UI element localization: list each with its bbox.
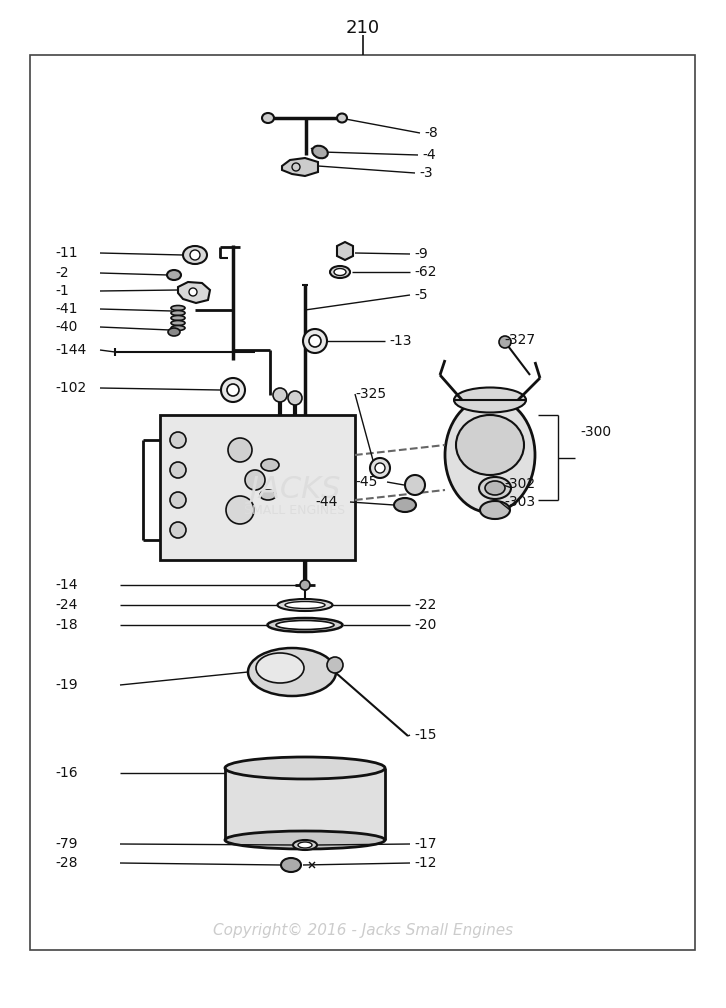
Ellipse shape [171, 326, 185, 331]
Ellipse shape [171, 305, 185, 310]
Text: -12: -12 [414, 856, 436, 870]
Ellipse shape [260, 490, 276, 500]
Circle shape [170, 492, 186, 508]
Ellipse shape [168, 328, 180, 336]
Ellipse shape [225, 757, 385, 779]
Circle shape [228, 438, 252, 462]
Text: -19: -19 [55, 678, 78, 692]
Polygon shape [282, 158, 318, 176]
Circle shape [189, 288, 197, 296]
Ellipse shape [276, 621, 334, 630]
Circle shape [499, 336, 511, 348]
Circle shape [370, 458, 390, 478]
Text: -327: -327 [504, 333, 535, 347]
Circle shape [245, 470, 265, 490]
Text: -144: -144 [55, 343, 86, 357]
Text: -2: -2 [55, 266, 69, 280]
Text: -8: -8 [424, 126, 438, 140]
Ellipse shape [330, 266, 350, 278]
Text: -14: -14 [55, 578, 78, 592]
Circle shape [170, 522, 186, 538]
Text: -79: -79 [55, 837, 78, 851]
Ellipse shape [277, 599, 333, 611]
Ellipse shape [183, 246, 207, 264]
Ellipse shape [454, 387, 526, 412]
Ellipse shape [225, 831, 385, 849]
Circle shape [170, 462, 186, 478]
Ellipse shape [312, 146, 328, 158]
Ellipse shape [394, 498, 416, 512]
Bar [30, 55, 695, 950]
Text: -44: -44 [315, 495, 338, 509]
Ellipse shape [293, 840, 317, 850]
Text: -5: -5 [414, 288, 428, 302]
Ellipse shape [285, 602, 325, 609]
Text: -24: -24 [55, 598, 78, 612]
Bar [160, 415, 355, 560]
Ellipse shape [261, 459, 279, 471]
Text: -13: -13 [389, 334, 412, 348]
Text: -3: -3 [419, 166, 433, 180]
Ellipse shape [267, 618, 343, 632]
Bar [225, 768, 385, 840]
Text: -102: -102 [55, 381, 86, 395]
Text: -303: -303 [504, 495, 535, 509]
Text: -11: -11 [55, 246, 78, 260]
Circle shape [303, 329, 327, 353]
Text: Copyright© 2016 - Jacks Small Engines: Copyright© 2016 - Jacks Small Engines [213, 922, 513, 937]
Text: -302: -302 [504, 477, 535, 491]
Ellipse shape [171, 321, 185, 326]
Text: -18: -18 [55, 618, 78, 632]
Circle shape [190, 250, 200, 260]
Circle shape [170, 432, 186, 448]
Text: -28: -28 [55, 856, 78, 870]
Ellipse shape [480, 501, 510, 519]
Text: -16: -16 [55, 766, 78, 780]
Ellipse shape [479, 477, 511, 499]
Ellipse shape [298, 842, 312, 848]
Text: -62: -62 [414, 265, 436, 279]
Ellipse shape [456, 415, 524, 475]
Text: -17: -17 [414, 837, 436, 851]
Text: -20: -20 [414, 618, 436, 632]
Circle shape [227, 384, 239, 396]
Ellipse shape [248, 648, 336, 696]
Circle shape [273, 388, 287, 402]
Circle shape [300, 580, 310, 590]
Circle shape [292, 163, 300, 171]
Text: -300: -300 [580, 425, 611, 439]
Polygon shape [337, 242, 353, 260]
Text: -41: -41 [55, 302, 78, 316]
Text: -40: -40 [55, 320, 78, 334]
Ellipse shape [262, 113, 274, 123]
Text: -9: -9 [414, 247, 428, 261]
Circle shape [405, 475, 425, 495]
Text: SMALL ENGINES: SMALL ENGINES [245, 504, 346, 516]
Polygon shape [178, 282, 210, 303]
Text: -325: -325 [355, 387, 386, 401]
Text: -1: -1 [55, 284, 69, 298]
Text: -15: -15 [414, 728, 436, 742]
Ellipse shape [485, 481, 505, 495]
Text: -4: -4 [422, 148, 436, 162]
Circle shape [226, 496, 254, 524]
Ellipse shape [256, 653, 304, 683]
Ellipse shape [281, 858, 301, 872]
Text: -22: -22 [414, 598, 436, 612]
Ellipse shape [337, 114, 347, 123]
Circle shape [288, 391, 302, 405]
Circle shape [309, 335, 321, 347]
Text: JACKS: JACKS [250, 476, 340, 504]
Ellipse shape [334, 268, 346, 275]
Ellipse shape [167, 270, 181, 280]
Text: 210: 210 [346, 19, 380, 37]
Circle shape [221, 378, 245, 402]
Circle shape [375, 463, 385, 473]
Ellipse shape [171, 310, 185, 316]
Ellipse shape [171, 316, 185, 321]
Ellipse shape [445, 397, 535, 512]
Circle shape [327, 657, 343, 673]
Text: -45: -45 [355, 475, 378, 489]
